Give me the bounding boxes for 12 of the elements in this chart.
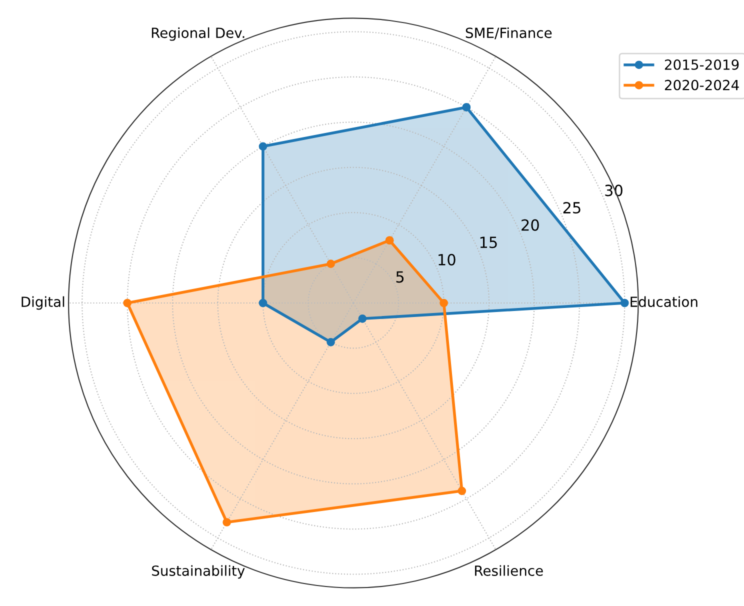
spoke-label: Regional Dev.: [152, 27, 244, 41]
y-tick-label: 5: [396, 271, 404, 283]
spoke-label: Resilience: [475, 565, 543, 576]
y-tick-label: 25: [563, 202, 580, 214]
y-tick-label: 15: [480, 236, 497, 248]
legend-label: 2015-2019: [664, 59, 739, 70]
y-tick-label: 10: [438, 254, 456, 266]
legend-label: 2020-2024: [664, 80, 739, 90]
spoke-label: SME/Finance: [466, 27, 552, 40]
y-tick-label: 20: [522, 219, 539, 231]
spoke-label: Sustainability: [152, 565, 245, 579]
spoke-label: Digital: [22, 296, 64, 310]
